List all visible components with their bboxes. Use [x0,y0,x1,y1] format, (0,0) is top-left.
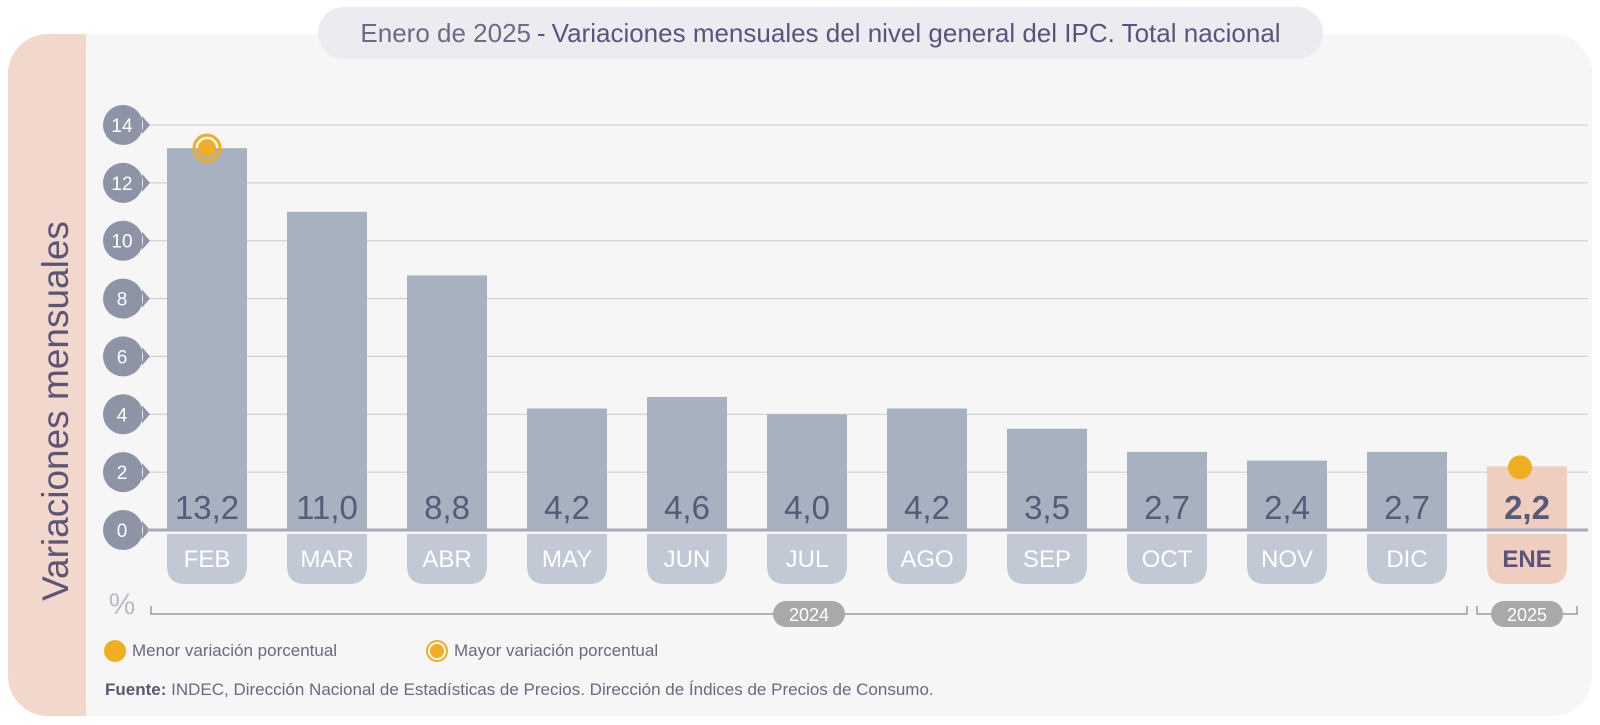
y-tick-badge [103,162,150,203]
x-tick-label: ABR [422,546,471,573]
bar [767,414,847,530]
month-pill [887,534,967,584]
year-badge [773,601,845,627]
month-pill [1007,534,1087,584]
title-separator: - [537,17,546,48]
y-tick-badge [103,394,150,435]
month-pill [167,534,247,584]
y-tick-badge [103,336,150,377]
source-note: Fuente: INDEC, Dirección Nacional de Est… [105,680,934,700]
y-tick-label: 4 [117,405,128,426]
source-text: INDEC, Dirección Nacional de Estadística… [171,680,934,699]
y-tick-label: 8 [117,290,128,311]
x-tick-label: AGO [900,546,953,573]
data-label: 8,8 [424,489,470,526]
y-tick-label: 2 [117,463,128,484]
data-label: 2,4 [1264,489,1310,526]
bar [287,211,367,531]
month-pill [407,534,487,584]
bar [887,408,967,530]
year-badge [1491,601,1563,627]
y-tick-label: 10 [111,232,132,253]
month-pill [647,534,727,584]
y-tick-label: 6 [117,347,128,368]
data-label: 3,5 [1024,489,1070,526]
bar [647,396,727,530]
side-band: Variaciones mensuales [8,34,86,716]
bar [167,148,247,530]
data-label: 13,2 [175,489,239,526]
year-label: 2024 [789,605,829,625]
source-label: Fuente: [105,680,167,699]
month-pill [1487,534,1567,584]
bar [1127,451,1207,530]
legend-min-label: Menor variación porcentual [132,641,338,660]
y-tick-badge [103,105,150,145]
bar [1247,460,1327,530]
x-tick-label: MAR [300,546,353,573]
max-marker [192,133,222,163]
month-pill [1127,534,1207,584]
min-marker [1508,455,1532,480]
y-tick-badge [103,510,150,550]
month-pill [1367,534,1447,584]
y-tick-badge [103,452,150,493]
x-tick-label: OCT [1142,546,1193,573]
data-label: 4,2 [904,489,950,526]
bar [1007,428,1087,530]
title-main: Variaciones mensuales del nivel general … [551,17,1281,48]
x-tick-label: DIC [1386,546,1427,573]
y-tick-label: 0 [117,521,128,542]
month-pill [767,534,847,584]
legend-max: Mayor variación porcentual [426,640,658,662]
month-pill [287,534,367,584]
title-date: Enero de 2025 [360,17,531,48]
x-tick-label: NOV [1261,546,1313,573]
bar [1367,451,1447,530]
data-label: 4,6 [664,489,710,526]
data-label: 4,0 [784,489,830,526]
month-pill [527,534,607,584]
data-label: 2,7 [1384,489,1430,526]
x-tick-label: MAY [542,546,592,573]
chart-title: Enero de 2025 - Variaciones mensuales de… [318,7,1323,59]
bar [407,275,487,530]
min-marker-icon [104,640,126,662]
data-label: 2,7 [1144,489,1190,526]
data-label: 2,2 [1504,489,1550,526]
data-label: 4,2 [544,489,590,526]
unit-label: % [109,588,136,621]
month-pill [1247,534,1327,584]
x-tick-label: JUN [664,546,711,573]
legend-min: Menor variación porcentual [104,640,337,662]
bar [527,408,607,530]
y-tick-badge [103,278,150,319]
max-marker-icon [426,640,448,662]
x-tick-label: SEP [1023,546,1071,573]
x-tick-label: FEB [184,546,231,573]
year-label: 2025 [1507,605,1547,625]
y-tick-label: 14 [111,116,133,137]
x-tick-label: JUL [786,546,829,573]
data-label: 11,0 [296,489,358,526]
y-tick-label: 12 [111,174,132,195]
y-tick-badge [103,220,150,261]
x-tick-label: ENE [1502,546,1551,573]
max-marker-dot [198,139,216,158]
legend-max-label: Mayor variación porcentual [454,641,659,660]
